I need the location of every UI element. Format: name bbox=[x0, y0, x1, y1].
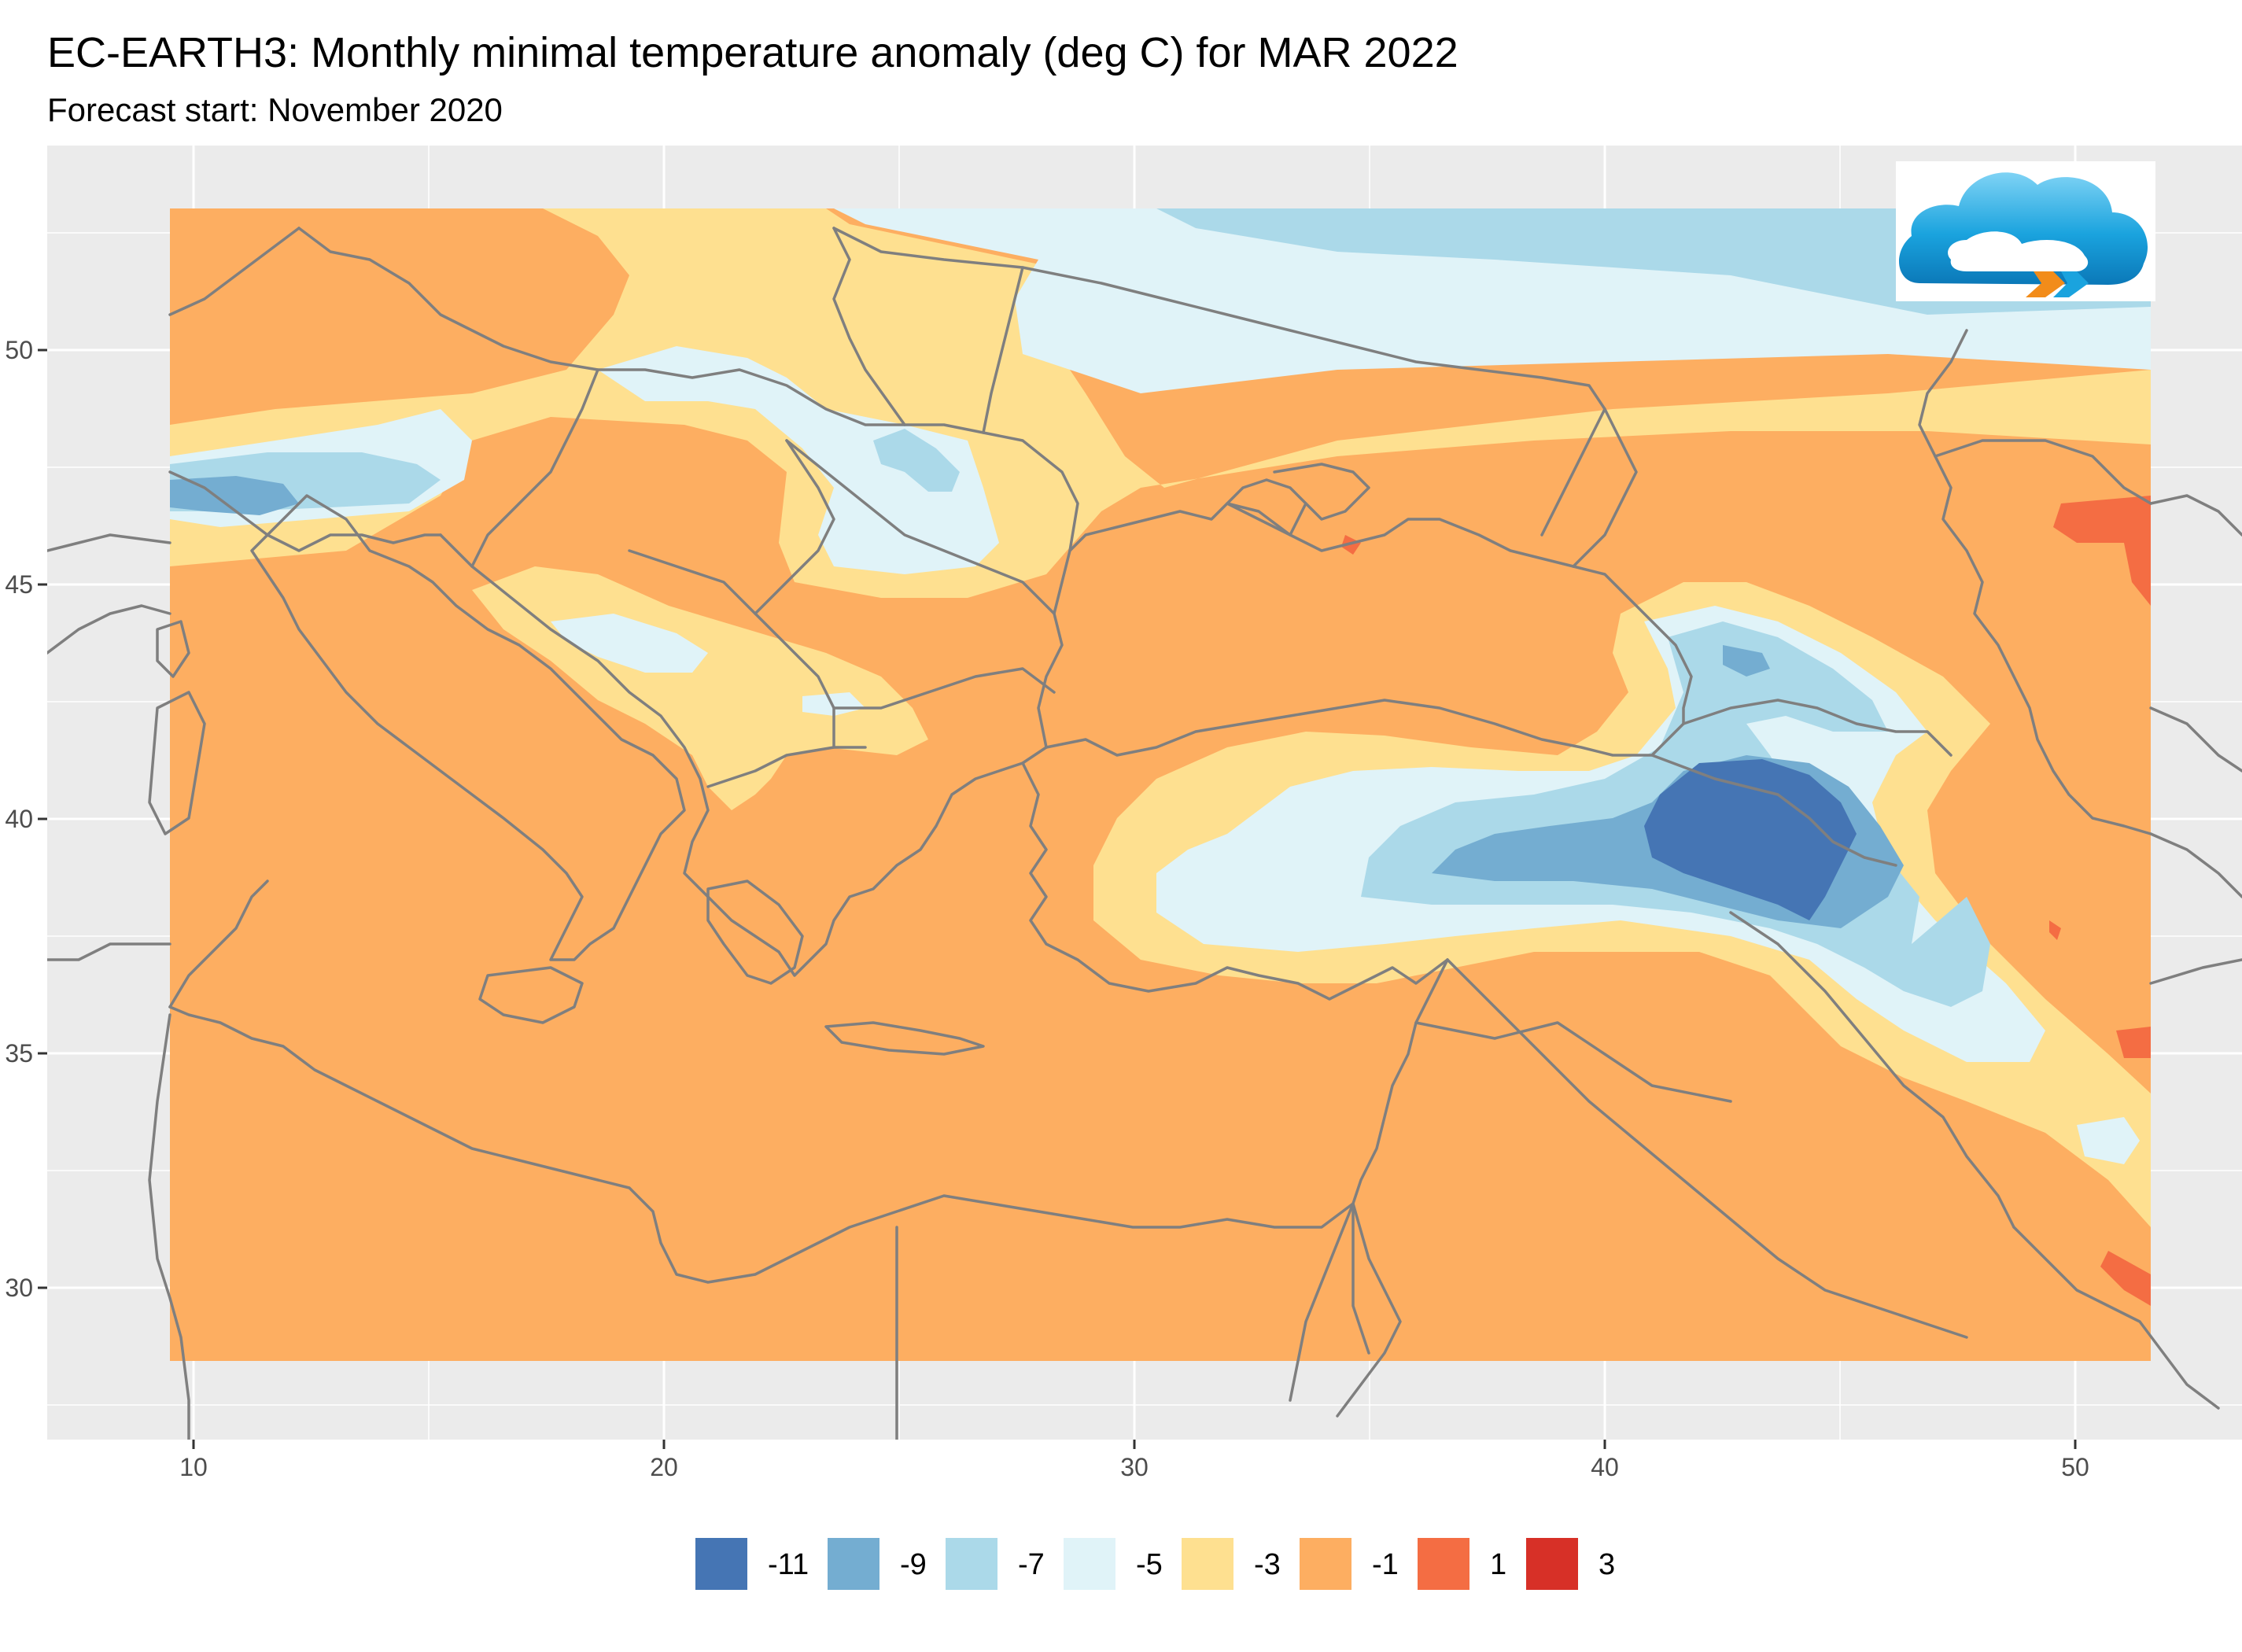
y-tick-label: 50 bbox=[5, 336, 33, 364]
y-axis: 30 35 40 45 50 bbox=[5, 336, 47, 1302]
band-minus5-central-europe bbox=[598, 346, 999, 574]
y-tick-label: 40 bbox=[5, 805, 33, 833]
y-tick-label: 35 bbox=[5, 1039, 33, 1068]
legend-label: 3 bbox=[1599, 1548, 1615, 1581]
x-tick-label: 20 bbox=[650, 1453, 678, 1481]
legend-swatch bbox=[695, 1538, 747, 1590]
band-plus1-blacksea bbox=[1341, 535, 1361, 555]
band-plus1-caspian bbox=[2053, 496, 2151, 606]
band-minus5-balkans-2 bbox=[802, 692, 865, 716]
legend: -11 -9 -7 -5 -3 -1 1 3 bbox=[695, 1538, 1615, 1590]
band-minus7-carpathians bbox=[873, 429, 960, 492]
legend-label: 1 bbox=[1490, 1548, 1506, 1581]
x-axis: 10 20 30 40 50 bbox=[179, 1440, 2089, 1481]
band-plus1-gulf bbox=[2100, 1251, 2151, 1306]
band-minus5-east-2 bbox=[2077, 1117, 2140, 1164]
contour-fill bbox=[170, 208, 2151, 1361]
logo bbox=[1896, 161, 2155, 301]
band-plus1-iran bbox=[2116, 1027, 2151, 1058]
x-tick-label: 10 bbox=[179, 1453, 208, 1481]
coastlines-borders bbox=[47, 227, 2242, 1440]
legend-label: -3 bbox=[1254, 1548, 1281, 1581]
x-tick-label: 40 bbox=[1591, 1453, 1619, 1481]
legend-label: -11 bbox=[768, 1548, 809, 1581]
legend-swatch bbox=[1064, 1538, 1115, 1590]
legend-label: -9 bbox=[900, 1548, 927, 1581]
chart-title: EC-EARTH3: Monthly minimal temperature a… bbox=[47, 29, 1458, 76]
x-tick-label: 30 bbox=[1120, 1453, 1149, 1481]
band-minus9-caucasus bbox=[1723, 645, 1770, 677]
legend-swatch bbox=[1182, 1538, 1233, 1590]
legend-swatch bbox=[1418, 1538, 1469, 1590]
legend-label: -1 bbox=[1372, 1548, 1399, 1581]
band-minus5-balkans bbox=[551, 614, 708, 673]
legend-swatch bbox=[1300, 1538, 1351, 1590]
band-minus11-east bbox=[1644, 759, 1857, 920]
cloud-logo-icon bbox=[1898, 172, 2148, 297]
legend-label: -7 bbox=[1018, 1548, 1045, 1581]
chart-subtitle: Forecast start: November 2020 bbox=[47, 91, 503, 128]
legend-swatch bbox=[828, 1538, 879, 1590]
legend-label: -5 bbox=[1136, 1548, 1163, 1581]
y-tick-label: 30 bbox=[5, 1274, 33, 1302]
band-plus1-zagros bbox=[2049, 920, 2061, 940]
legend-swatch bbox=[1526, 1538, 1578, 1590]
x-tick-label: 50 bbox=[2061, 1453, 2089, 1481]
legend-swatch bbox=[946, 1538, 997, 1590]
band-minus3-north bbox=[170, 208, 2151, 598]
y-tick-label: 45 bbox=[5, 570, 33, 599]
